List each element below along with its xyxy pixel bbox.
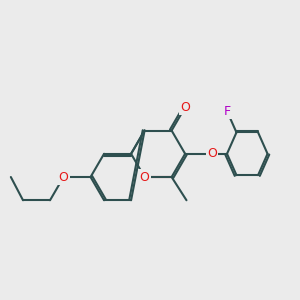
Text: O: O — [207, 147, 217, 160]
Text: O: O — [180, 101, 190, 114]
Text: O: O — [58, 170, 68, 184]
Text: O: O — [140, 170, 149, 184]
Text: F: F — [224, 105, 231, 118]
